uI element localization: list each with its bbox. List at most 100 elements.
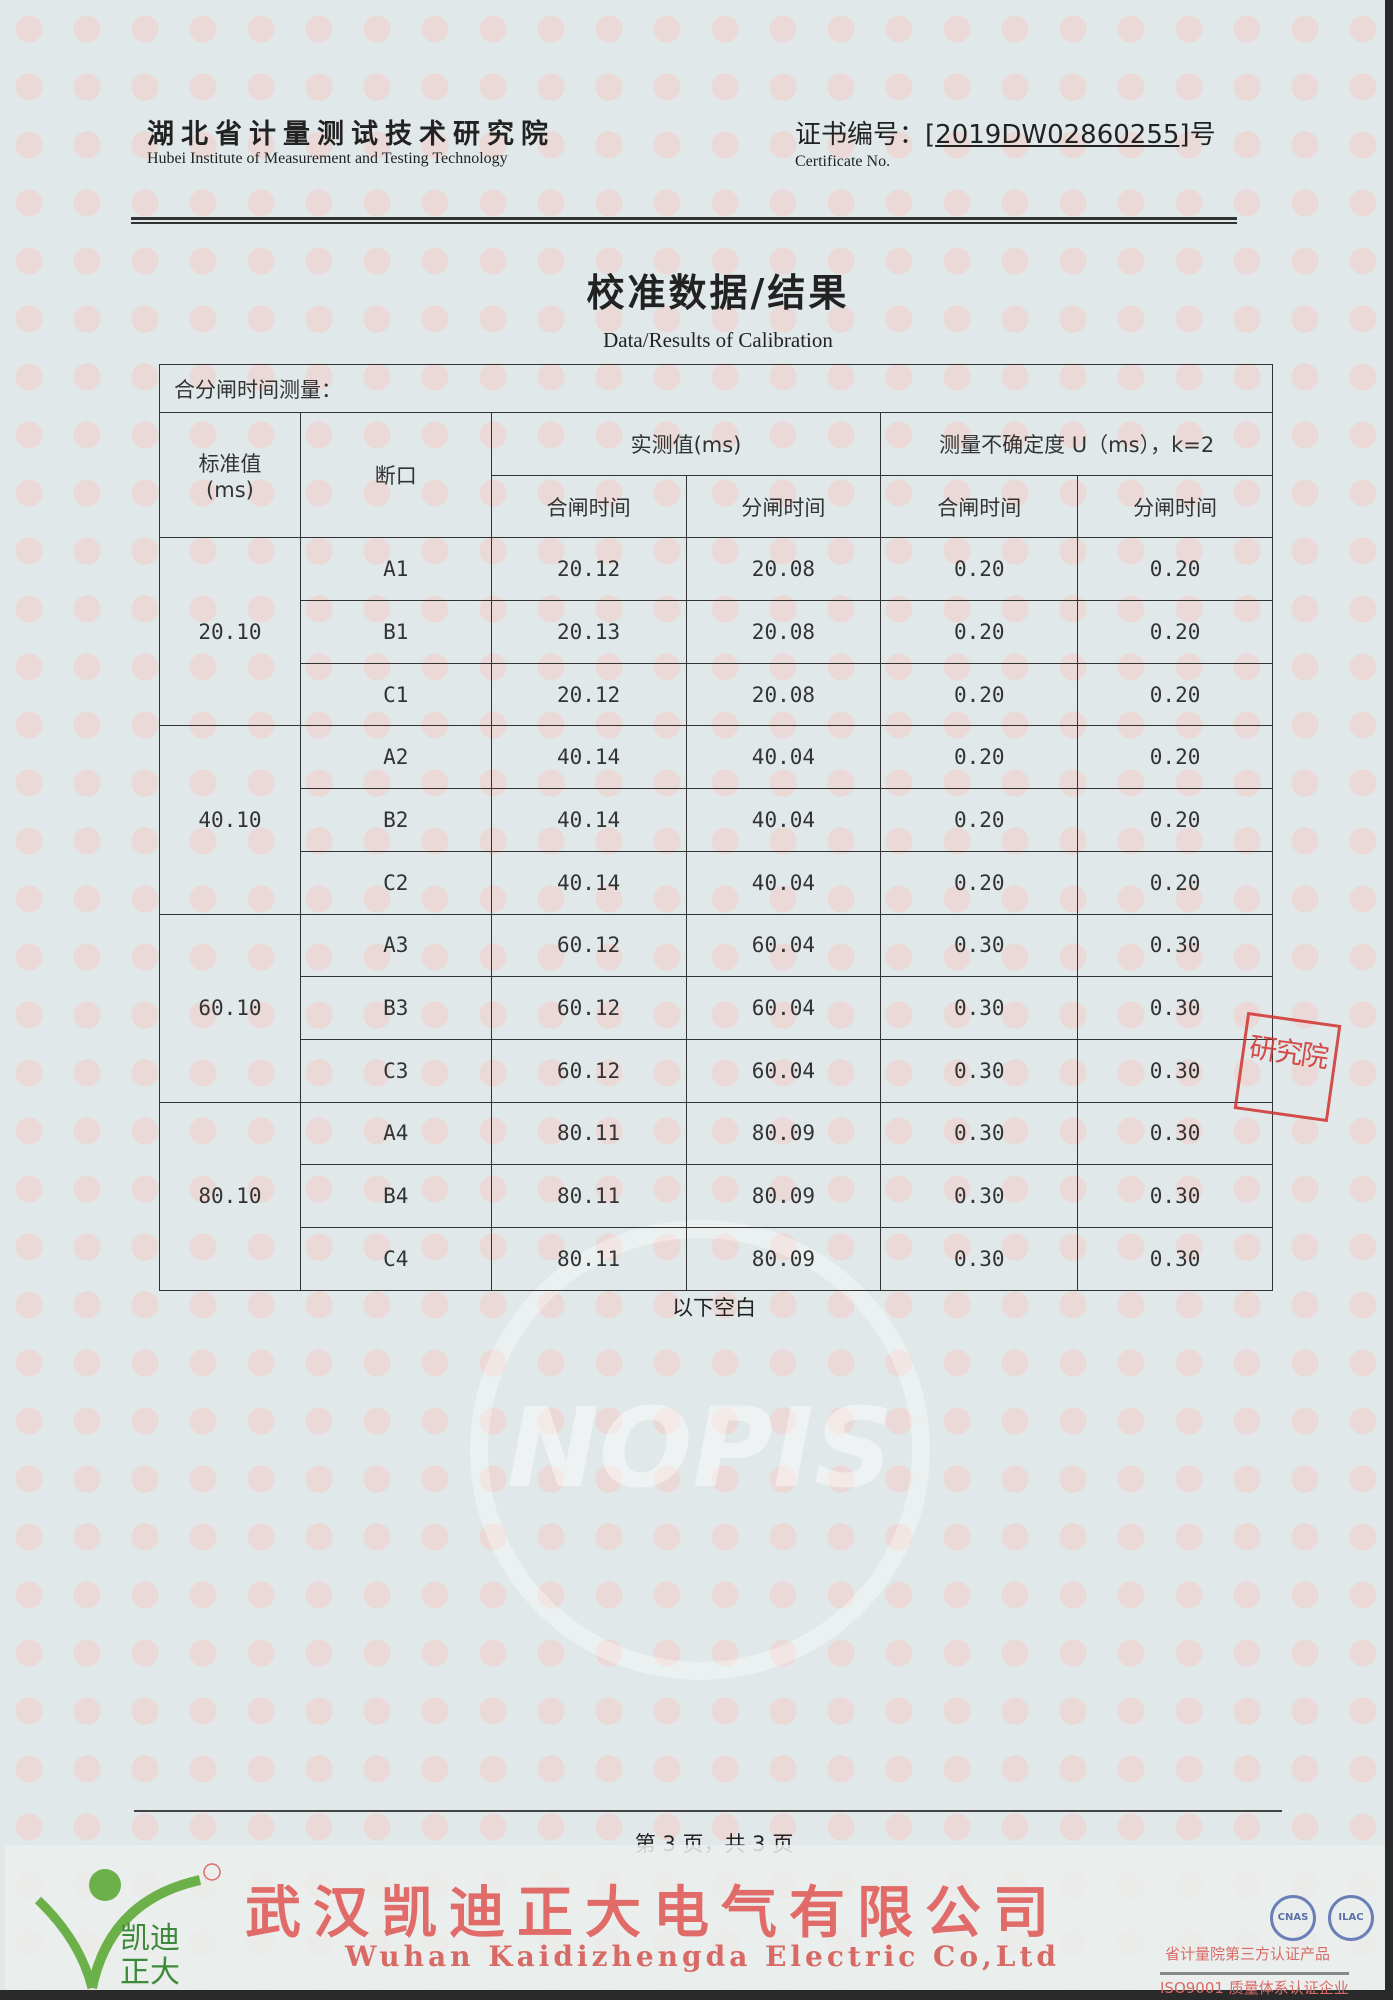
close-uncertainty: 0.20 [880,788,1079,852]
break-point: C1 [299,662,492,727]
open-time: 60.04 [685,913,882,978]
close-time: 40.14 [490,725,687,790]
break-point: A4 [299,1101,492,1166]
break-point: C4 [299,1226,492,1291]
close-uncertainty: 0.30 [880,1101,1079,1166]
header-standard: 标准值 (ms) [159,411,301,539]
close-time: 40.14 [490,788,687,852]
header-close-uncertainty: 合闸时间 [880,474,1079,539]
open-uncertainty: 0.30 [1077,1101,1273,1166]
close-uncertainty: 0.30 [880,1226,1079,1291]
open-uncertainty: 0.20 [1077,662,1273,727]
standard-value: 20.10 [159,537,301,727]
header-divider [131,217,1237,224]
table-row: C1 20.12 20.08 0.20 0.20 [160,662,1273,727]
close-uncertainty: 0.30 [880,1038,1079,1103]
red-stamp: 研究院 [1233,1011,1342,1123]
cert-number-value: 2019DW02860255 [935,120,1180,150]
open-time: 80.09 [685,1101,882,1166]
close-time: 80.11 [490,1226,687,1291]
table-row: 60.10 A3 60.12 60.04 0.30 0.30 [159,913,1273,1103]
table-row: 20.10 A1 20.12 20.08 0.20 0.20 [159,537,1273,727]
open-uncertainty: 0.20 [1077,850,1273,915]
close-time: 20.13 [490,600,687,664]
company-banner [5,1845,1385,1990]
open-time: 20.08 [685,537,882,602]
open-uncertainty: 0.30 [1077,1226,1273,1291]
close-time: 60.12 [490,1038,687,1103]
blank-below-note: 以下空白 [672,1296,756,1320]
cert-label-en: Certificate No. [795,153,891,170]
table-row: C3 60.12 60.04 0.30 0.30 [160,1038,1273,1103]
cert-line-2: ISO9001 质量体系认证企业 [1160,1972,1349,1998]
header-standard-label: 标准值 [198,452,262,477]
break-point: C3 [299,1038,492,1103]
cert-suffix: 号 [1189,120,1216,150]
break-point: B3 [299,976,492,1040]
open-time: 80.09 [685,1226,882,1291]
close-time: 40.14 [490,850,687,915]
page-title: 校准数据/结果 [586,271,850,315]
break-point: B4 [299,1164,492,1228]
cnas-badge-icon: CNAS [1270,1895,1316,1941]
close-uncertainty: 0.30 [880,976,1079,1040]
cert-line-1: 省计量院第三方认证产品 [1165,1945,1331,1963]
open-time: 60.04 [685,976,882,1040]
open-time: 40.04 [685,788,882,852]
table-row: B1 20.13 20.08 0.20 0.20 [160,600,1273,664]
page-subtitle: Data/Results of Calibration [603,328,833,352]
close-uncertainty: 0.20 [880,662,1079,727]
break-point: B1 [299,600,492,664]
header-standard-unit: (ms) [206,478,254,503]
open-uncertainty: 0.30 [1077,1038,1273,1103]
institute-name-en: Hubei Institute of Measurement and Testi… [147,150,508,167]
table-row: B3 60.12 60.04 0.30 0.30 [160,976,1273,1040]
close-time: 60.12 [490,913,687,978]
header-uncertainty: 测量不确定度 U（ms），k=2 [880,412,1273,476]
close-uncertainty: 0.20 [880,537,1079,602]
table-caption: 合分闸时间测量： [159,364,1273,413]
break-point: A2 [299,725,492,790]
header-measured: 实测值(ms) [490,412,882,476]
svg-text:正大: 正大 [120,1955,180,1990]
close-uncertainty: 0.20 [880,725,1079,790]
svg-text:凯迪: 凯迪 [120,1921,180,1956]
company-name-cn: 武汉凯迪正大电气有限公司 [245,1881,1061,1946]
calibration-table: 合分闸时间测量： 标准值 (ms) 断口 实测值(ms) 测量不确定度 U（ms）… [159,364,1273,1291]
close-time: 20.12 [490,662,687,727]
standard-value: 60.10 [159,913,301,1103]
open-time: 40.04 [685,850,882,915]
header-open-time: 分闸时间 [685,474,882,539]
close-uncertainty: 0.20 [880,600,1079,664]
open-time: 60.04 [685,1038,882,1103]
break-point: B2 [299,788,492,852]
open-time: 20.08 [685,662,882,727]
table-row: B4 80.11 80.09 0.30 0.30 [160,1164,1273,1228]
table-row: 40.10 A2 40.14 40.04 0.20 0.20 [159,725,1273,915]
institute-name-cn: 湖北省计量测试技术研究院 [147,119,555,150]
kaidi-logo-icon: 凯迪 正大 [34,1863,221,1990]
close-time: 80.11 [490,1101,687,1166]
close-uncertainty: 0.30 [880,913,1079,978]
break-point: C2 [299,850,492,915]
open-uncertainty: 0.20 [1077,725,1273,790]
table-row: C4 80.11 80.09 0.30 0.30 [160,1226,1273,1291]
open-time: 40.04 [685,725,882,790]
footer-divider [134,1810,1282,1812]
header-close-time: 合闸时间 [490,474,687,539]
close-time: 20.12 [490,537,687,602]
close-uncertainty: 0.20 [880,850,1079,915]
break-point: A3 [299,913,492,978]
table-row: B2 40.14 40.04 0.20 0.20 [160,788,1273,852]
table-row: 80.10 A4 80.11 80.09 0.30 0.30 [159,1101,1273,1291]
open-uncertainty: 0.30 [1077,976,1273,1040]
table-row: C2 40.14 40.04 0.20 0.20 [160,850,1273,915]
open-uncertainty: 0.20 [1077,537,1273,602]
open-time: 80.09 [685,1164,882,1228]
standard-value: 40.10 [159,725,301,915]
header-open-uncertainty: 分闸时间 [1077,474,1273,539]
close-time: 60.12 [490,976,687,1040]
open-time: 20.08 [685,600,882,664]
close-uncertainty: 0.30 [880,1164,1079,1228]
